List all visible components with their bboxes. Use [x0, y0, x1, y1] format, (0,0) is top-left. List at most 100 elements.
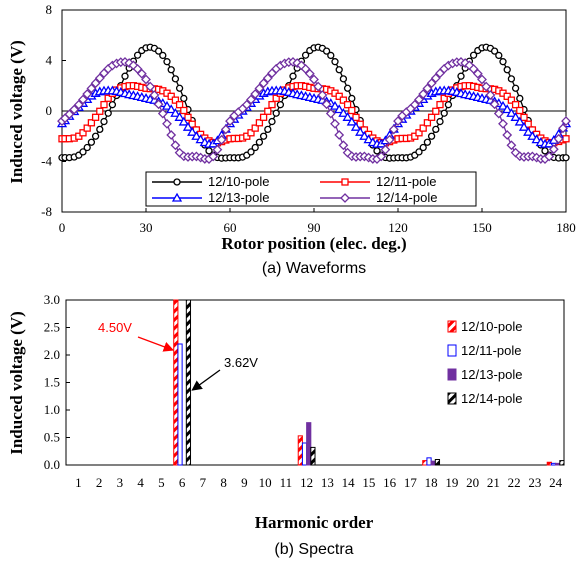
data-point	[481, 81, 492, 92]
data-point	[330, 118, 340, 129]
data-point	[180, 106, 188, 115]
data-point	[159, 51, 167, 60]
x-tick-label: 180	[556, 220, 576, 235]
data-point	[195, 134, 206, 144]
data-point	[527, 130, 538, 140]
annotation-label: 4.50V	[98, 320, 132, 335]
data-point	[440, 94, 448, 102]
data-point	[216, 134, 227, 145]
data-point	[415, 148, 423, 156]
data-point	[79, 148, 87, 156]
data-point	[507, 75, 516, 83]
data-point	[427, 132, 436, 140]
data-point	[259, 113, 268, 121]
data-point	[457, 72, 465, 80]
data-point	[418, 89, 429, 99]
spectra-plot-frame	[65, 299, 565, 466]
x-tick-label: 4	[137, 475, 144, 490]
data-point	[444, 101, 453, 109]
y-tick-label: 2.0	[44, 347, 60, 362]
x-tick-label: 14	[342, 475, 356, 490]
data-point	[73, 99, 84, 110]
data-point	[348, 106, 356, 115]
data-point	[100, 100, 108, 109]
x-tick-label: 120	[388, 220, 408, 235]
spectra-y-axis-label: Induced voltage (V)	[7, 311, 26, 455]
data-point	[373, 147, 381, 155]
data-point	[262, 73, 273, 84]
legend-label: 12/11-pole	[461, 343, 521, 358]
data-point	[516, 94, 524, 103]
legend-label: 12/10-pole	[208, 174, 269, 189]
data-point	[414, 94, 424, 105]
data-point	[149, 90, 160, 100]
data-point	[562, 135, 570, 143]
data-point	[182, 121, 194, 131]
data-point	[548, 144, 559, 155]
data-point	[121, 72, 129, 80]
data-point	[313, 81, 324, 92]
data-point	[516, 106, 524, 115]
x-tick-label: 150	[472, 220, 492, 235]
bar-12/13-pole-h24	[555, 462, 561, 466]
bar-12/13-pole-h18	[430, 460, 436, 466]
spectra-chart: 0.00.51.01.52.02.53.01 2 3 4 5 6 7 8 9 10 11 12 13 14…	[7, 292, 565, 558]
data-point	[329, 100, 341, 110]
waveform-legend-box	[145, 171, 477, 207]
data-point	[523, 126, 534, 136]
data-point	[558, 123, 568, 134]
data-point	[79, 129, 87, 137]
data-point	[83, 143, 91, 152]
data-point	[259, 132, 268, 140]
data-point	[157, 108, 168, 119]
data-point	[247, 129, 255, 137]
data-point	[251, 124, 259, 132]
data-point	[264, 125, 272, 134]
data-point	[322, 47, 331, 55]
data-point	[174, 112, 185, 121]
data-point	[531, 134, 542, 144]
data-point	[430, 73, 441, 84]
bar-12/11-pole-h24	[550, 462, 557, 466]
data-point	[498, 118, 508, 129]
y-tick-label: 8	[46, 2, 53, 17]
data-point	[363, 134, 374, 144]
data-point	[87, 138, 96, 146]
caption-a: (a) Waveforms	[262, 260, 366, 277]
x-tick-label: 24	[549, 475, 563, 490]
waveform-y-axis-label: Induced voltage (V)	[7, 40, 26, 184]
legend-swatch-marker	[341, 178, 349, 186]
data-point	[432, 125, 440, 134]
x-tick-label: 9	[241, 475, 248, 490]
data-point	[212, 144, 223, 155]
annotation-arrow	[191, 369, 221, 391]
data-point	[304, 68, 315, 79]
bar-12/13-pole-h12	[306, 422, 312, 466]
data-point	[384, 134, 395, 145]
x-tick-label: 1	[75, 475, 82, 490]
data-point	[141, 74, 151, 85]
x-tick-label: 90	[308, 220, 321, 235]
data-point	[83, 124, 91, 132]
data-point	[485, 90, 496, 100]
data-point	[426, 78, 437, 89]
data-point	[338, 140, 349, 151]
data-point	[511, 84, 520, 92]
data-point	[409, 99, 420, 110]
data-point	[376, 151, 387, 162]
data-point	[518, 121, 530, 131]
data-point	[335, 66, 343, 74]
data-point	[432, 107, 440, 115]
data-point	[272, 109, 280, 117]
data-point	[348, 94, 356, 103]
data-point	[247, 148, 255, 156]
data-point	[338, 107, 349, 117]
data-point	[187, 126, 198, 136]
waveform-legend: 12/10-pole 12/11-pole 12/13-pole 12/14-pole	[145, 171, 477, 207]
data-point	[86, 83, 97, 94]
x-tick-label: 3	[117, 475, 124, 490]
data-point	[352, 113, 360, 122]
data-point	[436, 117, 444, 126]
data-point	[301, 51, 310, 59]
data-point	[343, 101, 352, 109]
